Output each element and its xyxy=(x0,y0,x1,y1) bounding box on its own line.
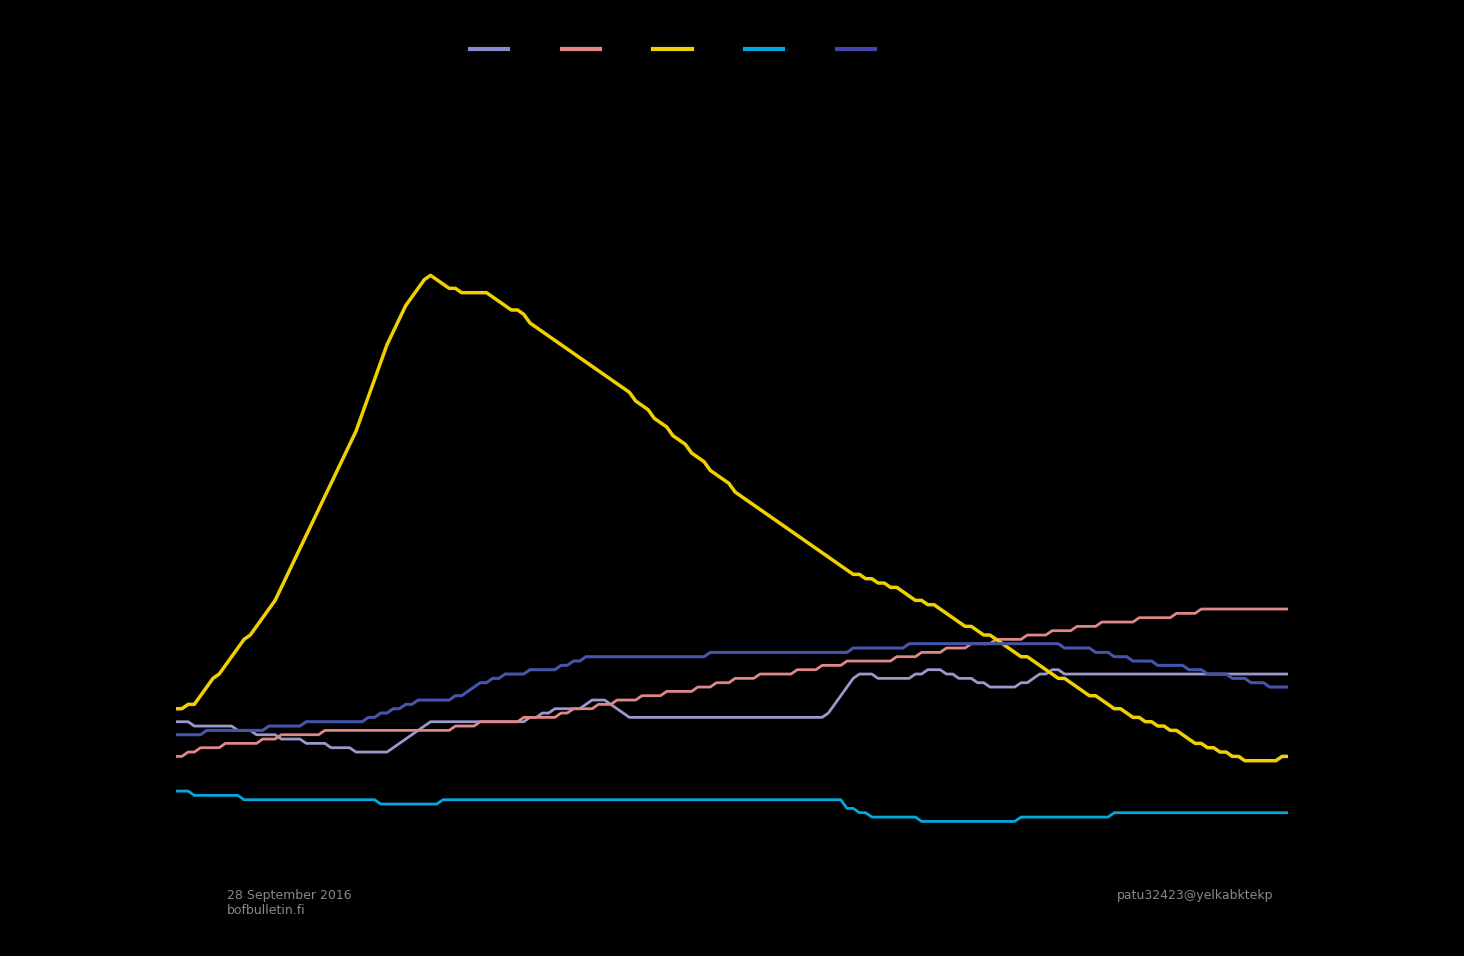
Legend: , , , , : , , , , xyxy=(464,36,889,63)
Text: patu32423@yelkabktekp: patu32423@yelkabktekp xyxy=(1117,889,1274,902)
Text: 28 September 2016
bofbulletin.fi: 28 September 2016 bofbulletin.fi xyxy=(227,889,351,917)
